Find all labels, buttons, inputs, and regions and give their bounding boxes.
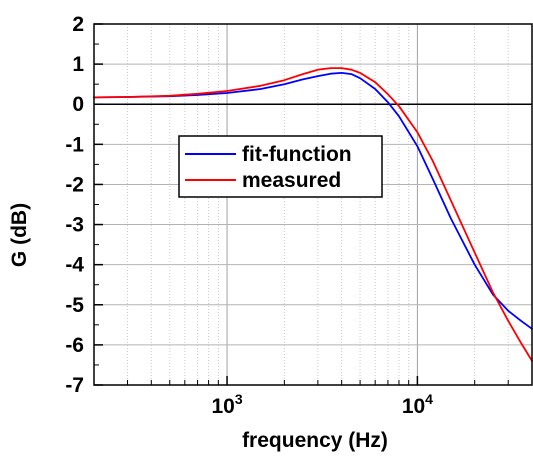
minor-grid [128, 24, 509, 385]
x-axis-title: frequency (Hz) [242, 429, 388, 452]
plot-area-border [94, 24, 532, 385]
axis-ticks [94, 24, 508, 385]
major-grid [94, 24, 532, 385]
y-tick-label: -1 [65, 133, 84, 156]
x-tick-label: 104 [402, 391, 433, 418]
series-group [94, 68, 532, 361]
y-tick-label: -5 [65, 294, 84, 317]
y-tick-label: 2 [72, 13, 84, 36]
legend: fit-function measured [179, 136, 382, 197]
y-tick-labels: 2 1 0 -1 -2 -3 -4 -5 -6 -7 [65, 13, 84, 397]
series-line-measured [94, 68, 532, 361]
y-tick-label: -4 [65, 254, 84, 277]
y-tick-label: -7 [65, 374, 84, 397]
legend-label-fit-function: fit-function [242, 143, 352, 166]
y-tick-label: -3 [65, 214, 84, 237]
y-tick-label: -6 [65, 334, 84, 357]
legend-label-measured: measured [242, 169, 341, 192]
y-tick-label: -2 [65, 173, 84, 196]
y-axis-title: G (dB) [8, 203, 31, 267]
series-line-fit-function [94, 73, 532, 329]
plot-frame [94, 24, 532, 385]
x-tick-label: 103 [211, 391, 242, 418]
y-tick-label: 1 [72, 53, 84, 76]
x-tick-labels: 103 104 [211, 391, 433, 418]
y-tick-label: 0 [72, 93, 84, 116]
